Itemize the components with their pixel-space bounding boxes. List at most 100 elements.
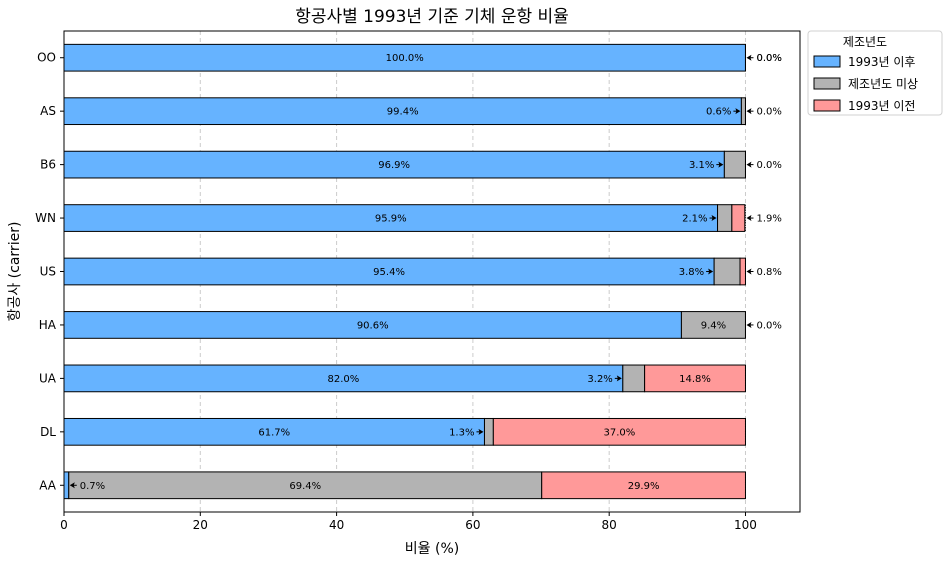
label-arrow-head [746,321,752,328]
labels-AS: 99.4% 0.6% 0.0% [387,107,782,118]
labels-OO: 100.0% 0.0%0.0% [386,53,782,64]
y-tick-label: AA [39,478,57,492]
data-label: 99.4% [387,107,419,118]
label-arrow-head [746,268,752,275]
legend-entry-1: 1993년 이후 [848,55,915,69]
y-tick-label: WN [35,211,56,225]
data-label: 29.9% [628,481,660,492]
labels-B6: 96.9% 3.1% 0.0% [378,160,782,171]
labels-WN: 95.9% 2.1% 1.9% [375,214,782,225]
data-label: 95.9% [375,214,407,225]
data-label: 0.7% [80,481,105,492]
label-arrow-head [718,161,724,168]
y-axis-label: 항공사 (carrier) [7,222,23,322]
y-tick-label: US [40,265,56,279]
label-arrow-head [746,161,752,168]
bar-UA-series-3 [644,364,746,393]
data-label: 69.4% [289,481,321,492]
bar-AA-series-2 [68,471,543,500]
bar-US-series-2 [713,257,741,286]
data-label: 96.9% [378,160,410,171]
data-label: 0.0% [756,320,781,331]
label-arrow-head [711,215,717,222]
data-label: 100.0% [386,53,424,64]
bar-B6-series-2 [723,150,746,179]
bar-DL-series-2 [483,417,494,446]
labels-US: 95.4% 3.8% 0.8% [373,267,782,278]
bar-US-series-1 [63,257,715,286]
y-tick-label: DL [40,425,56,439]
bar-AA-series-1 [63,471,70,500]
data-label: 3.1% [689,160,714,171]
labels-UA: 82.0% 3.2% 14.8% [328,374,711,385]
data-label: 1.3% [449,427,474,438]
x-tick-label: 60 [465,518,480,532]
labels-HA: 90.6% 9.4% 0.0% [357,320,782,331]
label-arrow-head [478,428,484,435]
bar-AS-series-2 [740,97,746,126]
y-tick-label: AS [40,104,56,118]
label-arrow-head [708,268,714,275]
data-label: 0.0% [756,53,781,64]
data-label: 3.2% [587,374,612,385]
bar-HA-series-1 [63,311,682,339]
data-label: 61.7% [258,427,290,438]
label-arrow-head [746,54,752,61]
data-label: 1.9% [756,214,781,225]
bar-OO-series-1 [63,43,746,72]
bar-UA-series-2 [622,364,646,393]
y-tick-label: HA [39,318,57,332]
data-label: 37.0% [604,427,636,438]
data-label: 0.0% [756,160,781,171]
data-label: 0.0% [756,53,781,64]
chart-title: 항공사별 1993년 기준 기체 운항 비율 [295,7,569,27]
data-label: 9.4% [701,320,726,331]
bar-WN-series-2 [717,204,733,232]
bar-UA-series-1 [63,364,624,393]
data-label: 0.6% [706,107,731,118]
x-tick-label: 20 [193,518,208,532]
labels-DL: 61.7% 1.3% 37.0% [258,427,635,438]
data-label: 14.8% [679,374,711,385]
label-arrow-head [746,108,752,115]
data-label: 82.0% [328,374,360,385]
legend-entry-2: 제조년도 미상 [848,77,918,91]
label-arrow-head [69,482,75,489]
data-label: 3.8% [679,267,704,278]
data-label: 95.4% [373,267,405,278]
legend-title: 제조년도 [843,35,887,49]
legend-swatch-2 [813,77,841,90]
legend-swatch-1 [813,55,841,68]
x-tick-label: 100 [734,518,757,532]
labels-AA: 0.7% 69.4% 29.9% [69,481,660,492]
y-tick-label: B6 [40,158,56,172]
bar-US-series-3 [739,257,746,286]
data-label: 0.0% [756,107,781,118]
x-tick-label: 40 [329,518,344,532]
x-tick-label: 80 [602,518,617,532]
bar-DL-series-1 [63,417,485,446]
legend-swatch-3 [813,99,841,112]
x-axis-label: 비율 (%) [405,541,459,557]
label-arrow-head [616,375,622,382]
data-label: 90.6% [357,320,389,331]
x-tick-label: 0 [60,518,68,532]
label-arrow-head [746,215,752,222]
bar-AS-series-1 [63,97,742,126]
bar-HA-series-2 [680,311,746,339]
data-label: 0.8% [756,267,781,278]
legend-box [807,30,943,116]
y-tick-label: UA [39,371,57,385]
data-labels: 100.0% 0.0% 0.0% 99.4% 0.6% 0.0% 96.9% 3.1% 0.0%… [69,53,782,492]
bar-WN-series-1 [63,204,719,232]
bar-WN-series-3 [731,204,746,232]
bar-DL-series-3 [492,417,746,446]
bar-AA-series-3 [541,471,746,500]
legend-entry-3: 1993년 이전 [848,99,915,113]
y-tick-label: OO [37,51,56,65]
data-label: 2.1% [682,214,707,225]
bars [63,43,746,500]
axes: 0 20 40 60 80 100 OO AS B6 WN US HA UA DL AA [35,30,801,532]
